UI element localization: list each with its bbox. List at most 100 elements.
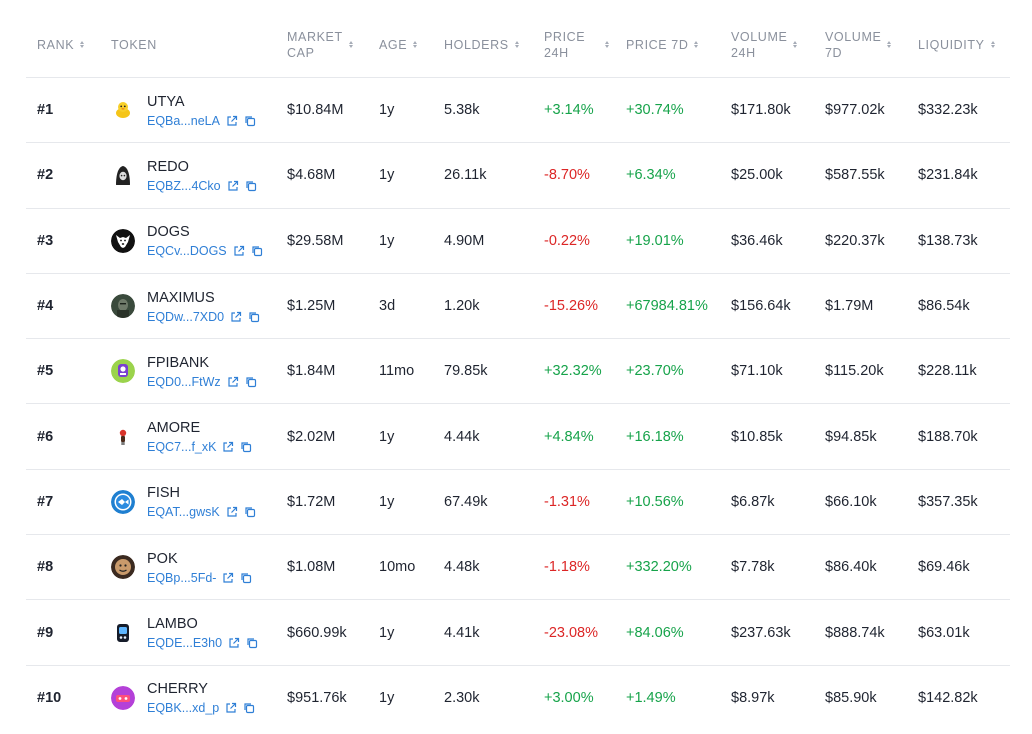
token-name[interactable]: FISH xyxy=(147,485,181,502)
copy-icon[interactable] xyxy=(244,115,256,127)
market-cap-cell: $1.72M xyxy=(287,493,336,510)
external-link-icon[interactable] xyxy=(233,245,245,257)
copy-icon[interactable] xyxy=(251,245,263,257)
table-row[interactable]: #6 AMORE EQC7...f_xK $2.02M 1y 4.44k +4.84% +16… xyxy=(26,404,1010,470)
volume-7d-cell: $977.02k xyxy=(825,102,885,119)
header-label: LIQUIDITY xyxy=(918,37,985,52)
external-link-icon[interactable] xyxy=(227,180,239,192)
token-name[interactable]: DOGS xyxy=(147,224,190,241)
copy-icon[interactable] xyxy=(246,637,258,649)
price-24h-cell: +32.32% xyxy=(544,363,602,380)
warrior-icon xyxy=(111,294,135,319)
external-link-icon[interactable] xyxy=(226,506,238,518)
column-header-price-24h[interactable]: PRICE 24H xyxy=(544,12,610,77)
sort-icon xyxy=(80,41,85,48)
rank-cell: #5 xyxy=(37,363,54,380)
market-cap-cell: $1.08M xyxy=(287,559,336,576)
token-address-link[interactable]: EQDw...7XD0 xyxy=(147,309,225,324)
token-name[interactable]: FPIBANK xyxy=(147,354,210,371)
holders-cell: 26.11k xyxy=(444,167,487,184)
age-cell: 11mo xyxy=(379,363,415,380)
table-row[interactable]: #2 REDO EQBZ...4Cko $4.68M 1y 26.11k -8.70% +6.… xyxy=(26,143,1010,209)
rank-cell: #2 xyxy=(37,167,54,184)
token-address-link[interactable]: EQBK...xd_p xyxy=(147,701,220,716)
table-row[interactable]: #5 FPIBANK EQD0...FtWz $1.84M 11mo 79.85k +32.… xyxy=(26,339,1010,405)
copy-icon[interactable] xyxy=(240,441,252,453)
external-link-icon[interactable] xyxy=(230,311,242,323)
column-header-age[interactable]: AGE xyxy=(379,12,418,77)
rank-cell: #8 xyxy=(37,559,54,576)
token-address-link[interactable]: EQCv...DOGS xyxy=(147,244,227,259)
header-label: MARKET CAP xyxy=(287,29,343,60)
market-cap-cell: $1.25M xyxy=(287,298,336,315)
token-address-link[interactable]: EQAT...gwsK xyxy=(147,505,220,520)
column-header-token[interactable]: TOKEN xyxy=(111,12,157,77)
token-name[interactable]: UTYA xyxy=(147,93,185,110)
external-link-icon[interactable] xyxy=(226,115,238,127)
table-row[interactable]: #3 DOGS EQCv...DOGS $29.58M 1y 4.90M -0.22% +19… xyxy=(26,209,1010,274)
token-address-link[interactable]: EQDE...E3h0 xyxy=(147,636,223,651)
copy-icon[interactable] xyxy=(248,311,260,323)
table-row[interactable]: #9 LAMBO EQDE...E3h0 $660.99k 1y 4.41k -23.08%… xyxy=(26,600,1010,666)
holders-cell: 67.49k xyxy=(444,493,488,510)
volume-24h-cell: $71.10k xyxy=(731,363,783,380)
token-name[interactable]: LAMBO xyxy=(147,616,198,633)
price-7d-cell: +23.70% xyxy=(626,363,684,380)
token-cell: FISH EQAT...gwsK xyxy=(111,470,256,534)
column-header-liquidity[interactable]: LIQUIDITY xyxy=(918,12,995,77)
table-row[interactable]: #8 POK EQBp...5Fd- $1.08M 10mo 4.48k -1.18% +33… xyxy=(26,535,1010,601)
sort-icon xyxy=(694,41,699,48)
rank-cell: #7 xyxy=(37,493,54,510)
liquidity-cell: $188.70k xyxy=(918,428,978,445)
header-label: AGE xyxy=(379,37,408,52)
copy-icon[interactable] xyxy=(245,376,257,388)
external-link-icon[interactable] xyxy=(227,376,239,388)
token-name[interactable]: REDO xyxy=(147,158,189,175)
token-name[interactable]: MAXIMUS xyxy=(147,289,215,306)
table-row[interactable]: #1 UTYA EQBa...neLA $10.84M 1y 5.38k +3.14% +30… xyxy=(26,78,1010,144)
copy-icon[interactable] xyxy=(244,506,256,518)
column-header-market-cap[interactable]: MARKET CAP xyxy=(287,12,353,77)
token-address-link[interactable]: EQD0...FtWz xyxy=(147,374,221,389)
external-link-icon[interactable] xyxy=(228,637,240,649)
external-link-icon[interactable] xyxy=(225,702,237,714)
token-name[interactable]: POK xyxy=(147,550,178,567)
column-header-volume-24h[interactable]: VOLUME 24H xyxy=(731,12,798,77)
age-cell: 1y xyxy=(379,102,395,119)
token-address-link[interactable]: EQC7...f_xK xyxy=(147,440,217,455)
price-24h-cell: +4.84% xyxy=(544,428,594,445)
token-address-link[interactable]: EQBp...5Fd- xyxy=(147,570,217,585)
token-name[interactable]: CHERRY xyxy=(147,681,208,698)
header-label: TOKEN xyxy=(111,37,157,52)
copy-icon[interactable] xyxy=(243,702,255,714)
sort-icon xyxy=(605,41,610,48)
external-link-icon[interactable] xyxy=(222,441,234,453)
token-name[interactable]: AMORE xyxy=(147,420,201,437)
column-header-holders[interactable]: HOLDERS xyxy=(444,12,519,77)
copy-icon[interactable] xyxy=(245,180,257,192)
liquidity-cell: $86.54k xyxy=(918,298,970,315)
volume-7d-cell: $86.40k xyxy=(825,559,877,576)
price-24h-cell: -15.26% xyxy=(544,298,599,315)
sort-icon xyxy=(514,41,519,48)
token-address-link[interactable]: EQBa...neLA xyxy=(147,113,220,128)
volume-24h-cell: $36.46k xyxy=(731,232,783,249)
column-header-price-7d[interactable]: PRICE 7D xyxy=(626,12,699,77)
token-address-link[interactable]: EQBZ...4Cko xyxy=(147,178,221,193)
table-row[interactable]: #10 CHERRY EQBK...xd_p $951.76k 1y 2.30k +3.00… xyxy=(26,666,1010,730)
column-header-rank[interactable]: RANK xyxy=(37,12,85,77)
volume-24h-cell: $8.97k xyxy=(731,689,775,706)
volume-24h-cell: $25.00k xyxy=(731,167,783,184)
holders-cell: 1.20k xyxy=(444,298,480,315)
market-cap-cell: $660.99k xyxy=(287,624,347,641)
age-cell: 1y xyxy=(379,624,395,641)
table-row[interactable]: #7 FISH EQAT...gwsK $1.72M 1y 67.49k -1.31% +10… xyxy=(26,470,1010,536)
external-link-icon[interactable] xyxy=(222,572,234,584)
rank-cell: #3 xyxy=(37,232,54,249)
copy-icon[interactable] xyxy=(240,572,252,584)
token-table: RANK TOKEN MARKET CAP AGE HOLDERS PRICE 24… xyxy=(26,12,1010,730)
age-cell: 1y xyxy=(379,167,395,184)
sort-icon xyxy=(348,41,353,48)
table-row[interactable]: #4 MAXIMUS EQDw...7XD0 $1.25M 3d 1.20k -15.26%… xyxy=(26,274,1010,340)
column-header-volume-7d[interactable]: VOLUME 7D xyxy=(825,12,892,77)
